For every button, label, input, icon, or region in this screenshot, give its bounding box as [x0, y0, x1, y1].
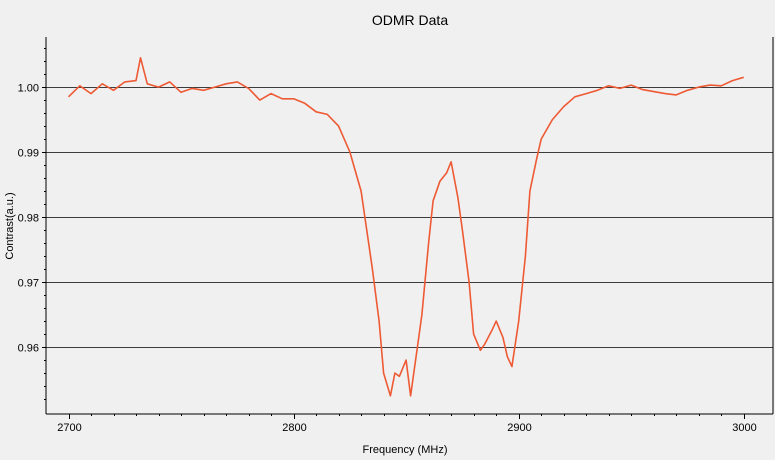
- x-tick-label: 2800: [282, 422, 306, 434]
- series-layer: [67, 56, 744, 397]
- series-line: [67, 56, 744, 397]
- chart-title: ODMR Data: [372, 12, 448, 28]
- y-tick-label: 0.99: [18, 148, 39, 160]
- y-tick-label: 1.00: [18, 83, 39, 95]
- y-tick-label: 0.96: [18, 343, 39, 355]
- x-tick-label: 3000: [732, 422, 756, 434]
- x-axis-label: Frequency (MHz): [363, 444, 448, 456]
- plot-area: [46, 37, 773, 414]
- y-tick-label: 0.97: [18, 278, 39, 290]
- grid-layer: [46, 87, 773, 348]
- x-tick-label: 2900: [507, 422, 531, 434]
- y-axis-label: Contrast(a.u.): [4, 192, 16, 259]
- y-tick-label: 0.98: [18, 213, 39, 225]
- ticks-layer: 0.96 0.97 0.98 0.99 1.00 2700 2800 2900 3000: [18, 48, 757, 434]
- x-tick-label: 2700: [57, 422, 81, 434]
- axes-layer: [45, 37, 774, 415]
